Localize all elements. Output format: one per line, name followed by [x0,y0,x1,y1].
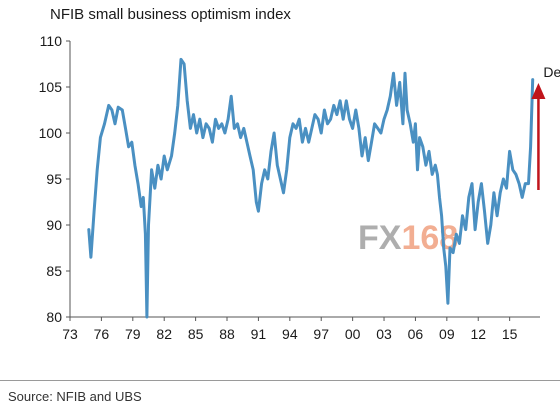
footer-divider [0,380,560,381]
x-tick-label: 73 [62,326,78,342]
x-tick-label: 97 [313,326,329,342]
dec-label: Dec [543,64,560,80]
x-tick-label: 82 [156,326,172,342]
x-tick-label: 79 [125,326,141,342]
x-tick-label: 94 [282,326,298,342]
watermark-fx: FX168 [358,219,458,257]
x-tick-label: 15 [502,326,518,342]
source-note: Source: NFIB and UBS [8,389,142,404]
y-tick-label: 95 [46,171,62,187]
watermark: FX168 [358,219,458,257]
axes [69,41,540,318]
plot-area [87,57,535,319]
y-tick-label: 110 [40,33,63,49]
x-tick-label: 12 [470,326,486,342]
chart-title: NFIB small business optimism index [50,6,291,23]
x-tick-label: 76 [94,326,110,342]
annotations: Dec [531,64,560,191]
x-tick-label: 85 [188,326,204,342]
x-tick-label: 03 [376,326,392,342]
y-tick-label: 85 [46,263,62,279]
axis-ticks: 80 85 90 95 100 105 110 73 76 79 82 85 88 91 94 97 00 03 0… [39,33,518,342]
series-line [87,57,535,319]
arrow-head [531,83,546,99]
x-tick-label: 00 [345,326,361,342]
chart-svg: FX168 80 85 90 95 100 105 110 73 76 79 82 85 88 91 94 9… [39,33,560,342]
y-tick-label: 90 [46,217,62,233]
y-tick-label: 80 [46,309,62,325]
y-tick-label: 100 [39,125,63,141]
x-tick-label: 09 [439,326,455,342]
x-tick-label: 91 [251,326,267,342]
x-tick-label: 88 [219,326,235,342]
y-tick-label: 105 [39,79,63,95]
x-tick-label: 06 [408,326,424,342]
